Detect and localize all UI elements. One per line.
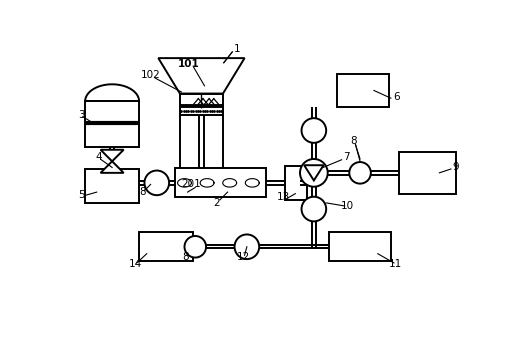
Bar <box>139 232 193 261</box>
Polygon shape <box>101 161 124 173</box>
Bar <box>399 152 455 194</box>
Text: 102: 102 <box>141 70 160 80</box>
Text: 6: 6 <box>394 91 400 101</box>
Text: 9: 9 <box>452 162 459 172</box>
Text: 5: 5 <box>78 190 85 200</box>
Text: 3: 3 <box>78 110 85 120</box>
Circle shape <box>349 162 371 184</box>
Polygon shape <box>304 165 324 180</box>
Bar <box>180 94 223 115</box>
Text: 8: 8 <box>183 252 189 262</box>
Circle shape <box>301 118 326 143</box>
Text: 13: 13 <box>277 192 290 202</box>
Text: 101: 101 <box>178 59 200 69</box>
Bar <box>285 166 307 200</box>
Text: 14: 14 <box>129 260 142 269</box>
Bar <box>329 232 391 261</box>
Circle shape <box>300 159 328 187</box>
Text: 1: 1 <box>234 44 240 54</box>
Text: 2: 2 <box>213 198 219 208</box>
Text: 10: 10 <box>341 201 354 211</box>
Polygon shape <box>158 58 245 94</box>
Circle shape <box>185 236 206 257</box>
Text: 4: 4 <box>95 152 101 162</box>
Text: 12: 12 <box>236 252 250 262</box>
Circle shape <box>144 171 169 195</box>
Text: 7: 7 <box>343 152 349 162</box>
Polygon shape <box>101 150 124 161</box>
Bar <box>85 101 139 147</box>
Text: 8: 8 <box>351 136 357 146</box>
Bar <box>85 169 139 203</box>
Circle shape <box>235 235 259 259</box>
Bar <box>175 168 266 198</box>
Text: 201: 201 <box>181 179 201 189</box>
Circle shape <box>301 197 326 221</box>
Text: 11: 11 <box>389 260 402 269</box>
Text: 8: 8 <box>140 187 146 197</box>
Bar <box>337 74 389 108</box>
